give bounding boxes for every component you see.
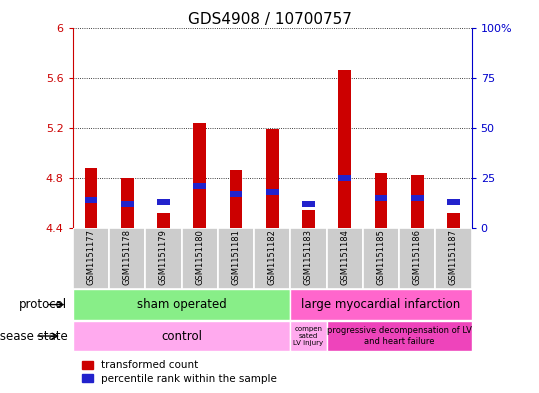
Bar xyxy=(399,228,436,289)
Text: GSM1151178: GSM1151178 xyxy=(123,229,132,285)
Bar xyxy=(194,183,206,189)
Bar xyxy=(157,199,170,205)
Bar xyxy=(73,321,291,351)
Text: GSM1151185: GSM1151185 xyxy=(376,229,385,285)
Bar xyxy=(230,191,243,197)
Bar xyxy=(230,170,243,228)
Bar xyxy=(218,228,254,289)
Text: control: control xyxy=(161,329,202,343)
Text: sham operated: sham operated xyxy=(137,298,226,311)
Bar xyxy=(327,228,363,289)
Bar xyxy=(266,189,279,195)
Bar xyxy=(363,228,399,289)
Bar xyxy=(121,201,134,207)
Text: disease state: disease state xyxy=(0,329,67,343)
Bar xyxy=(411,175,424,228)
Bar xyxy=(146,228,182,289)
Bar xyxy=(182,228,218,289)
Text: GSM1151177: GSM1151177 xyxy=(86,229,95,285)
Bar xyxy=(194,123,206,228)
Bar xyxy=(436,228,472,289)
Bar xyxy=(375,173,388,228)
Bar xyxy=(447,199,460,205)
Bar xyxy=(254,228,291,289)
Text: progressive decompensation of LV
and heart failure: progressive decompensation of LV and hea… xyxy=(327,326,472,346)
Text: GSM1151181: GSM1151181 xyxy=(231,229,240,285)
Text: GSM1151179: GSM1151179 xyxy=(159,229,168,285)
Bar xyxy=(121,178,134,228)
Bar xyxy=(338,175,351,181)
Bar xyxy=(302,201,315,207)
Bar xyxy=(109,228,146,289)
Bar xyxy=(375,195,388,201)
Bar xyxy=(338,70,351,228)
Bar xyxy=(85,168,97,228)
Text: GSM1151184: GSM1151184 xyxy=(340,229,349,285)
Bar xyxy=(73,290,291,320)
Bar xyxy=(291,290,472,320)
Text: GSM1151187: GSM1151187 xyxy=(449,229,458,285)
Text: GSM1151186: GSM1151186 xyxy=(413,229,421,285)
Legend: transformed count, percentile rank within the sample: transformed count, percentile rank withi… xyxy=(78,356,281,388)
Bar xyxy=(157,213,170,228)
Bar xyxy=(73,228,109,289)
Text: GSM1151183: GSM1151183 xyxy=(304,229,313,285)
Text: GDS4908 / 10700757: GDS4908 / 10700757 xyxy=(188,12,351,27)
Bar xyxy=(447,213,460,228)
Text: GSM1151182: GSM1151182 xyxy=(268,229,277,285)
Bar xyxy=(85,197,97,203)
Bar xyxy=(411,195,424,201)
Bar xyxy=(291,228,327,289)
Bar xyxy=(327,321,472,351)
Bar xyxy=(266,129,279,228)
Text: protocol: protocol xyxy=(19,298,67,311)
Text: large myocardial infarction: large myocardial infarction xyxy=(301,298,461,311)
Bar xyxy=(291,321,327,351)
Text: compen
sated
LV injury: compen sated LV injury xyxy=(293,326,323,346)
Text: GSM1151180: GSM1151180 xyxy=(195,229,204,285)
Bar xyxy=(302,210,315,228)
